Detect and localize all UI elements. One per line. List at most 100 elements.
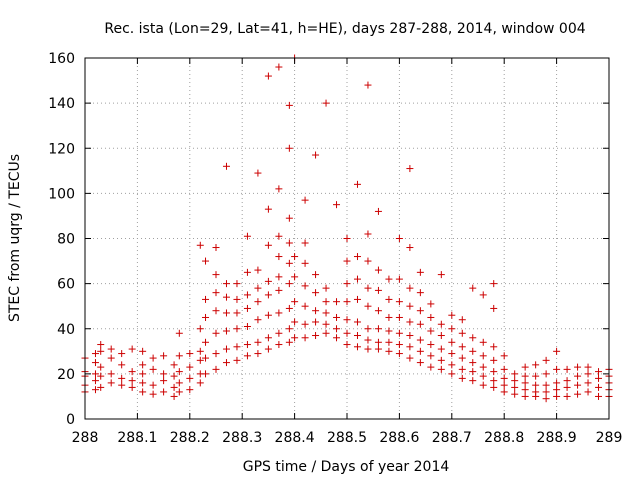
data-point [291, 273, 299, 281]
data-point [469, 334, 477, 342]
data-point [301, 282, 309, 290]
data-point [563, 383, 571, 391]
data-point [500, 352, 508, 360]
data-point [170, 392, 178, 400]
x-tick-label: 289 [596, 430, 623, 446]
data-point [285, 144, 293, 152]
data-point [448, 350, 456, 358]
data-point [301, 320, 309, 328]
data-point [532, 381, 540, 389]
data-point [175, 379, 183, 387]
data-point [553, 379, 561, 387]
data-point [275, 185, 283, 193]
data-point [406, 332, 414, 340]
data-point [574, 381, 582, 389]
data-point [563, 365, 571, 373]
x-tick-label: 288.4 [275, 430, 315, 446]
data-point [479, 363, 487, 371]
data-point [469, 347, 477, 355]
x-tick-label: 288.1 [117, 430, 157, 446]
data-point [107, 345, 115, 353]
data-point [175, 388, 183, 396]
data-point [437, 365, 445, 373]
data-point [500, 374, 508, 382]
data-point [353, 332, 361, 340]
data-point [275, 63, 283, 71]
data-point [264, 291, 272, 299]
data-point [374, 307, 382, 315]
data-point [364, 230, 372, 238]
data-point [243, 291, 251, 299]
data-point [395, 298, 403, 306]
data-point [584, 388, 592, 396]
data-point [437, 320, 445, 328]
data-point [437, 332, 445, 340]
data-point [406, 284, 414, 292]
data-point [254, 350, 262, 358]
data-point [542, 395, 550, 403]
data-point [291, 334, 299, 342]
data-point [427, 300, 435, 308]
data-point [574, 390, 582, 398]
data-point [222, 359, 230, 367]
data-point [322, 298, 330, 306]
data-point [479, 372, 487, 380]
data-point [595, 374, 603, 382]
data-point [170, 372, 178, 380]
data-point [374, 266, 382, 274]
data-point [91, 370, 99, 378]
data-point [395, 341, 403, 349]
data-point [312, 271, 320, 279]
data-point [301, 334, 309, 342]
data-point [97, 347, 105, 355]
data-point [97, 383, 105, 391]
data-point [264, 345, 272, 353]
y-tick-label: 40 [57, 322, 75, 338]
y-axis-label: STEC from uqrg / TECUs [7, 154, 23, 322]
data-point [448, 361, 456, 369]
data-point [264, 277, 272, 285]
y-tick-label: 80 [57, 232, 75, 248]
data-point [285, 214, 293, 222]
data-point [490, 377, 498, 385]
data-point [427, 363, 435, 371]
data-point [91, 386, 99, 394]
data-point [264, 334, 272, 342]
data-point [542, 370, 550, 378]
data-point [212, 244, 220, 252]
data-point [202, 370, 210, 378]
data-point [202, 295, 210, 303]
data-point [149, 381, 157, 389]
data-point [416, 289, 424, 297]
data-point [91, 359, 99, 367]
y-tick-label: 0 [66, 412, 75, 428]
data-point [416, 268, 424, 276]
data-point [406, 318, 414, 326]
data-point [264, 311, 272, 319]
data-point [233, 356, 241, 364]
data-point [170, 361, 178, 369]
data-point [254, 298, 262, 306]
data-point [285, 338, 293, 346]
y-tick-label: 100 [48, 186, 75, 202]
data-point [322, 320, 330, 328]
data-point [416, 336, 424, 344]
data-point [521, 379, 529, 387]
data-point [254, 266, 262, 274]
data-point [364, 81, 372, 89]
data-point [490, 356, 498, 364]
data-point [149, 390, 157, 398]
data-point [469, 359, 477, 367]
data-point [291, 253, 299, 261]
data-point [175, 329, 183, 337]
data-point [479, 291, 487, 299]
data-point [301, 196, 309, 204]
data-point [343, 257, 351, 265]
data-point [196, 241, 204, 249]
data-point [353, 253, 361, 261]
data-point [448, 325, 456, 333]
data-point [532, 388, 540, 396]
data-point [285, 101, 293, 109]
data-point [595, 368, 603, 376]
data-point [107, 354, 115, 362]
